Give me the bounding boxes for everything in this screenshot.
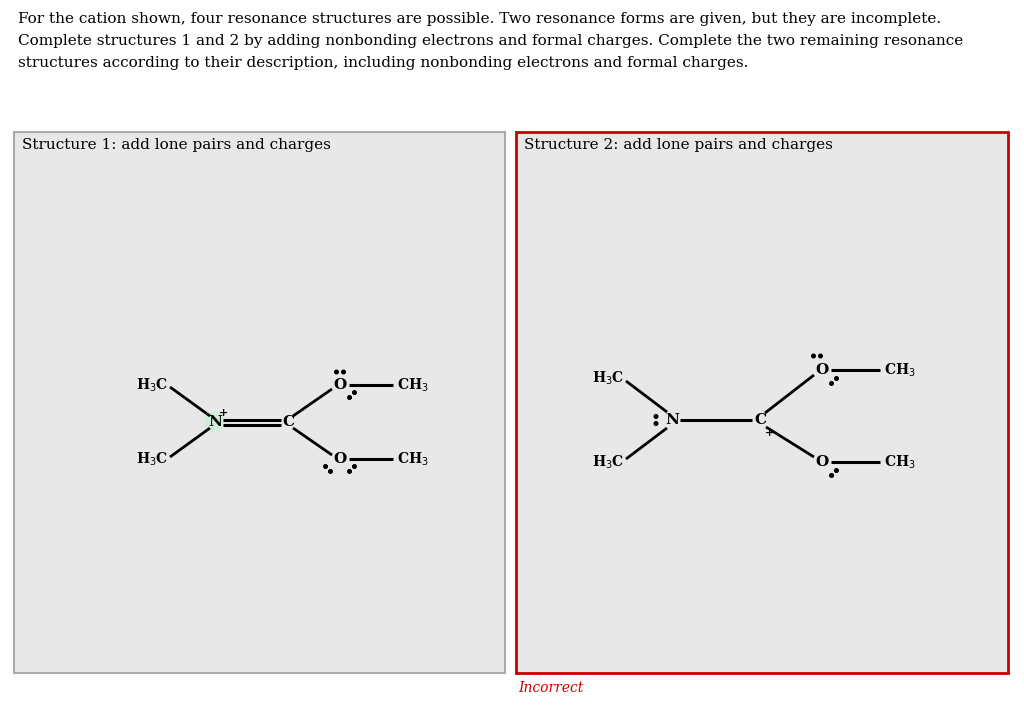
Text: O: O — [334, 452, 347, 466]
Text: Structure 1: add lone pairs and charges: Structure 1: add lone pairs and charges — [22, 138, 331, 152]
Text: Incorrect: Incorrect — [518, 681, 584, 695]
Text: N: N — [665, 413, 679, 427]
Circle shape — [352, 390, 356, 395]
Text: CH$_3$: CH$_3$ — [397, 450, 429, 467]
Text: H$_3$C: H$_3$C — [592, 369, 624, 387]
Text: H$_3$C: H$_3$C — [136, 376, 168, 394]
Circle shape — [324, 465, 328, 468]
Circle shape — [829, 382, 834, 385]
Circle shape — [835, 469, 839, 472]
Circle shape — [654, 421, 657, 425]
Circle shape — [335, 370, 338, 373]
Circle shape — [819, 354, 822, 358]
Text: CH$_3$: CH$_3$ — [884, 453, 915, 471]
Text: H$_3$C: H$_3$C — [136, 450, 168, 467]
Text: +: + — [219, 407, 228, 419]
Circle shape — [352, 465, 356, 468]
Circle shape — [205, 412, 225, 432]
Circle shape — [654, 414, 657, 418]
Circle shape — [835, 377, 839, 381]
Bar — [14, 132, 505, 673]
Text: O: O — [815, 455, 828, 469]
Circle shape — [342, 370, 345, 373]
Bar — [516, 132, 1008, 673]
Circle shape — [348, 395, 351, 400]
Circle shape — [329, 469, 332, 473]
Text: +: + — [765, 426, 774, 438]
Text: O: O — [815, 363, 828, 377]
Text: C: C — [754, 413, 766, 427]
Text: N: N — [208, 415, 222, 429]
Text: CH$_3$: CH$_3$ — [884, 361, 915, 378]
Text: CH$_3$: CH$_3$ — [397, 376, 429, 394]
Text: H$_3$C: H$_3$C — [592, 453, 624, 471]
Circle shape — [348, 469, 351, 473]
Text: Complete structures 1 and 2 by adding nonbonding electrons and formal charges. C: Complete structures 1 and 2 by adding no… — [18, 34, 964, 48]
Circle shape — [812, 354, 815, 358]
Text: structures according to their description, including nonbonding electrons and fo: structures according to their descriptio… — [18, 56, 749, 70]
Text: Structure 2: add lone pairs and charges: Structure 2: add lone pairs and charges — [524, 138, 833, 152]
Text: O: O — [334, 378, 347, 392]
Text: C: C — [282, 415, 294, 429]
Circle shape — [829, 474, 834, 477]
Text: For the cation shown, four resonance structures are possible. Two resonance form: For the cation shown, four resonance str… — [18, 12, 941, 26]
